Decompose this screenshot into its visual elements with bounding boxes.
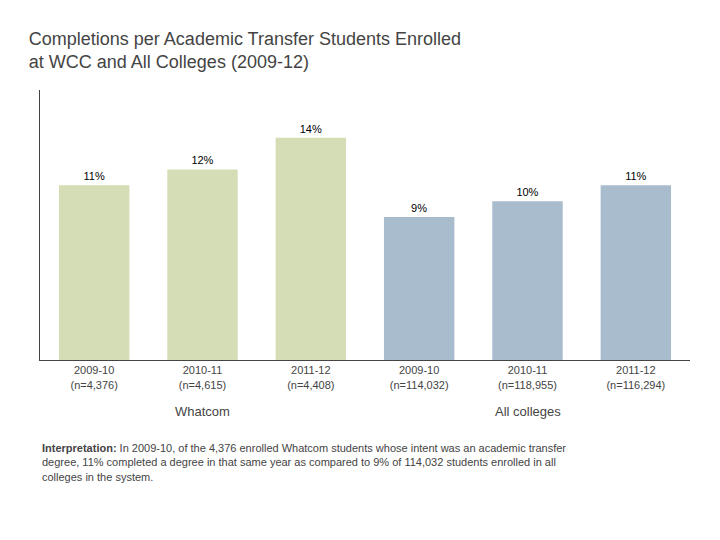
svg-text:Completions per Academic Trans: Completions per Academic Transfer Studen… <box>29 29 461 72</box>
svg-text:12%: 12% <box>191 154 213 166</box>
svg-text:11%: 11% <box>625 170 646 182</box>
svg-text:11%: 11% <box>83 170 104 182</box>
svg-text:2010-11(n=118,955): 2010-11(n=118,955) <box>498 364 557 390</box>
svg-text:Interpretation: In 2009-10, of: Interpretation: In 2009-10, of the 4,376… <box>42 442 566 483</box>
svg-text:2011-12(n=116,294): 2011-12(n=116,294) <box>606 364 665 390</box>
svg-text:9%: 9% <box>411 202 427 214</box>
svg-text:14%: 14% <box>300 123 322 135</box>
svg-text:2009-10(n=114,032): 2009-10(n=114,032) <box>390 364 449 390</box>
svg-text:2010-11(n=4,615): 2010-11(n=4,615) <box>179 364 226 390</box>
svg-text:10%: 10% <box>516 186 538 198</box>
svg-text:2011-12(n=4,408): 2011-12(n=4,408) <box>287 364 334 390</box>
svg-text:All colleges: All colleges <box>495 404 561 419</box>
svg-text:Whatcom: Whatcom <box>175 404 230 419</box>
svg-text:2009-10(n=4,376): 2009-10(n=4,376) <box>70 364 117 390</box>
